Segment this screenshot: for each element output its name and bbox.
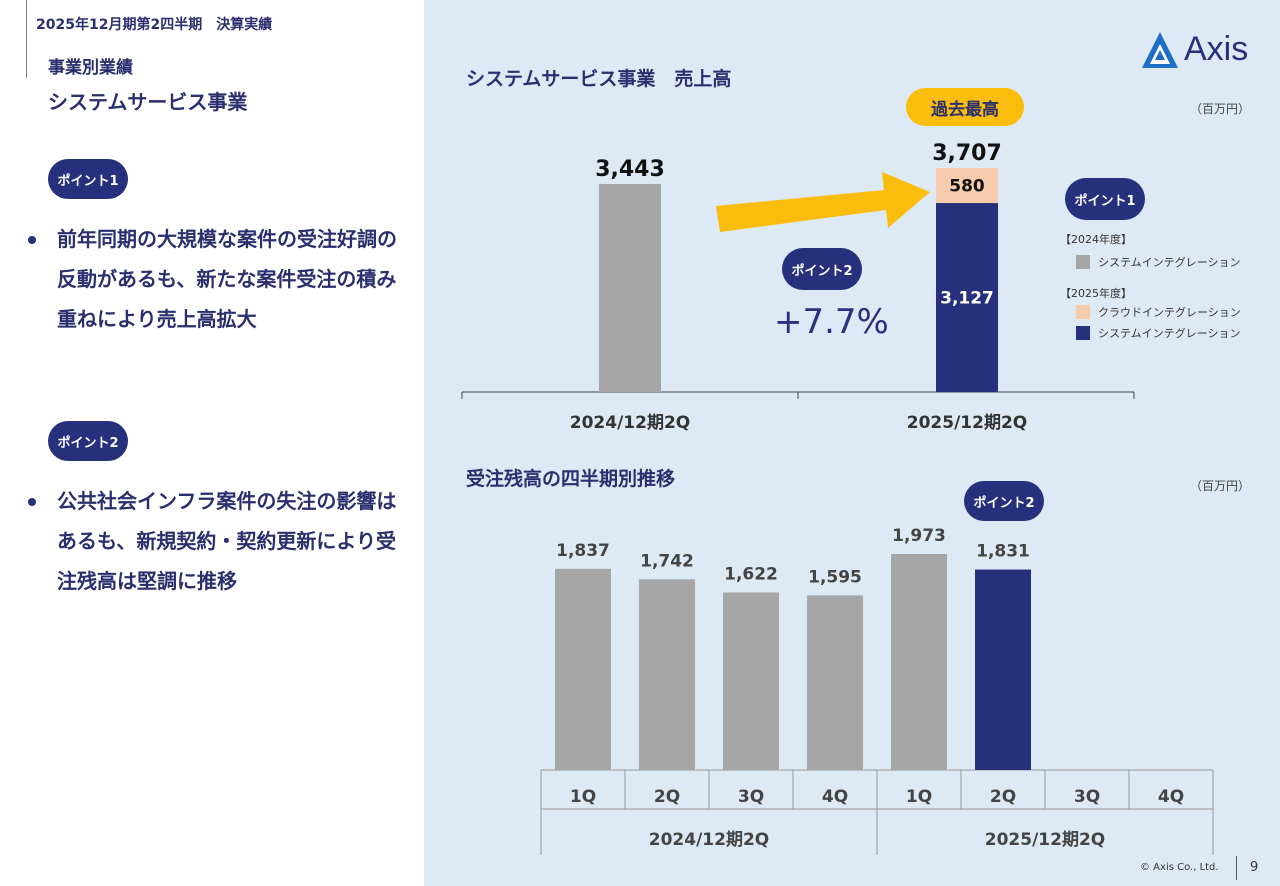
point2-pill: ポイント2 — [48, 421, 128, 461]
chart2-quarter-label-4: 1Q — [906, 787, 932, 807]
company-logo: Axis — [1140, 30, 1260, 72]
chart1-category-label-0: 2024/12期2Q — [570, 413, 690, 433]
chart2-bar-3 — [807, 595, 863, 770]
point1-text: 前年同期の大規模な案件の受注好調の反動があるも、新たな案件受注の積み重ねにより売… — [57, 227, 397, 331]
chart2-quarter-label-7: 4Q — [1158, 787, 1184, 807]
legend-2025-cloud: クラウドインテグレーション — [1076, 304, 1241, 320]
chart2-bar-0 — [555, 568, 611, 770]
left-panel: 2025年12月期第2四半期 決算実績 事業別業績 システムサービス事業 ポイン… — [0, 0, 424, 886]
chart2-bar-1 — [639, 579, 695, 770]
page-number: 9 — [1250, 860, 1259, 875]
chart2-title: 受注残高の四半期別推移 — [466, 468, 676, 490]
record-high-badge: 過去最高 — [906, 88, 1024, 126]
growth-arrow-icon — [716, 172, 930, 232]
chart1-point1-pill: ポイント1 — [1065, 178, 1145, 220]
chart2-value-label-4: 1,973 — [892, 526, 946, 546]
legend-2024-si: システムインテグレーション — [1076, 254, 1240, 270]
chart2-group-label-0: 2024/12期2Q — [649, 830, 769, 850]
chart2-bar-4 — [891, 554, 947, 770]
chart1-category-label-1: 2025/12期2Q — [907, 413, 1027, 433]
chart2-quarter-label-1: 2Q — [654, 787, 680, 807]
chart1-bar-2025-cloud — [936, 168, 998, 204]
chart2-quarter-label-3: 4Q — [822, 787, 848, 807]
legend-swatch-navy — [1076, 326, 1090, 340]
point1-pill: ポイント1 — [48, 159, 128, 199]
report-title: 2025年12月期第2四半期 決算実績 — [36, 17, 273, 33]
chart2-bar-2 — [723, 592, 779, 770]
chart2-value-label-1: 1,742 — [640, 551, 694, 571]
chart2-quarter-label-6: 3Q — [1074, 787, 1100, 807]
legend-2025-cloud-label: クラウドインテグレーション — [1098, 306, 1241, 319]
chart2-value-label-5: 1,831 — [976, 542, 1030, 562]
bullet-1 — [28, 236, 36, 244]
chart2-point2-pill: ポイント2 — [964, 481, 1044, 521]
legend-2025-si: システムインテグレーション — [1076, 325, 1240, 341]
subsection-title: システムサービス事業 — [48, 90, 248, 114]
growth-rate: +7.7% — [774, 302, 889, 342]
chart1-bar-2024 — [599, 183, 661, 392]
chart2-value-label-0: 1,837 — [556, 541, 610, 561]
copyright: © Axis Co., Ltd. — [1140, 862, 1219, 873]
legend-2024-si-label: システムインテグレーション — [1098, 256, 1241, 269]
legend-2025-header: 【2025年度】 — [1060, 287, 1132, 300]
chart2-unit: （百万円） — [1190, 479, 1251, 493]
legend-swatch-peach — [1076, 305, 1090, 319]
chart1-segment-label-si: 3,127 — [940, 289, 994, 309]
chart1-total-2024: 3,443 — [595, 157, 665, 182]
chart1-segment-label-cloud: 580 — [949, 177, 985, 197]
chart1-unit: （百万円） — [1190, 102, 1251, 116]
chart2-group-label-1: 2025/12期2Q — [985, 830, 1105, 850]
chart1-title: システムサービス事業 売上高 — [466, 68, 732, 90]
chart2-value-label-3: 1,595 — [808, 567, 862, 587]
legend-2025-si-label: システムインテグレーション — [1098, 327, 1241, 340]
chart1-bar-2025-si — [936, 203, 998, 392]
page-separator — [1236, 856, 1237, 880]
point2-text: 公共社会インフラ案件の失注の影響はあるも、新規契約・契約更新により受注残高は堅調… — [57, 489, 397, 593]
chart1-total-2025: 3,707 — [932, 141, 1002, 166]
section-title: 事業別業績 — [48, 58, 133, 78]
logo-text: Axis — [1184, 30, 1249, 68]
bullet-2 — [28, 498, 36, 506]
chart2-bar-5 — [975, 569, 1031, 770]
chart2-value-label-2: 1,622 — [724, 564, 778, 584]
title-divider — [26, 0, 27, 78]
legend-swatch-gray — [1076, 255, 1090, 269]
chart2-quarter-label-5: 2Q — [990, 787, 1016, 807]
chart2-quarter-label-0: 1Q — [570, 787, 596, 807]
chart1-point2-pill: ポイント2 — [782, 248, 862, 290]
axis-logo-icon — [1142, 32, 1178, 68]
legend-2024-header: 【2024年度】 — [1060, 233, 1132, 246]
chart2-quarter-label-2: 3Q — [738, 787, 764, 807]
